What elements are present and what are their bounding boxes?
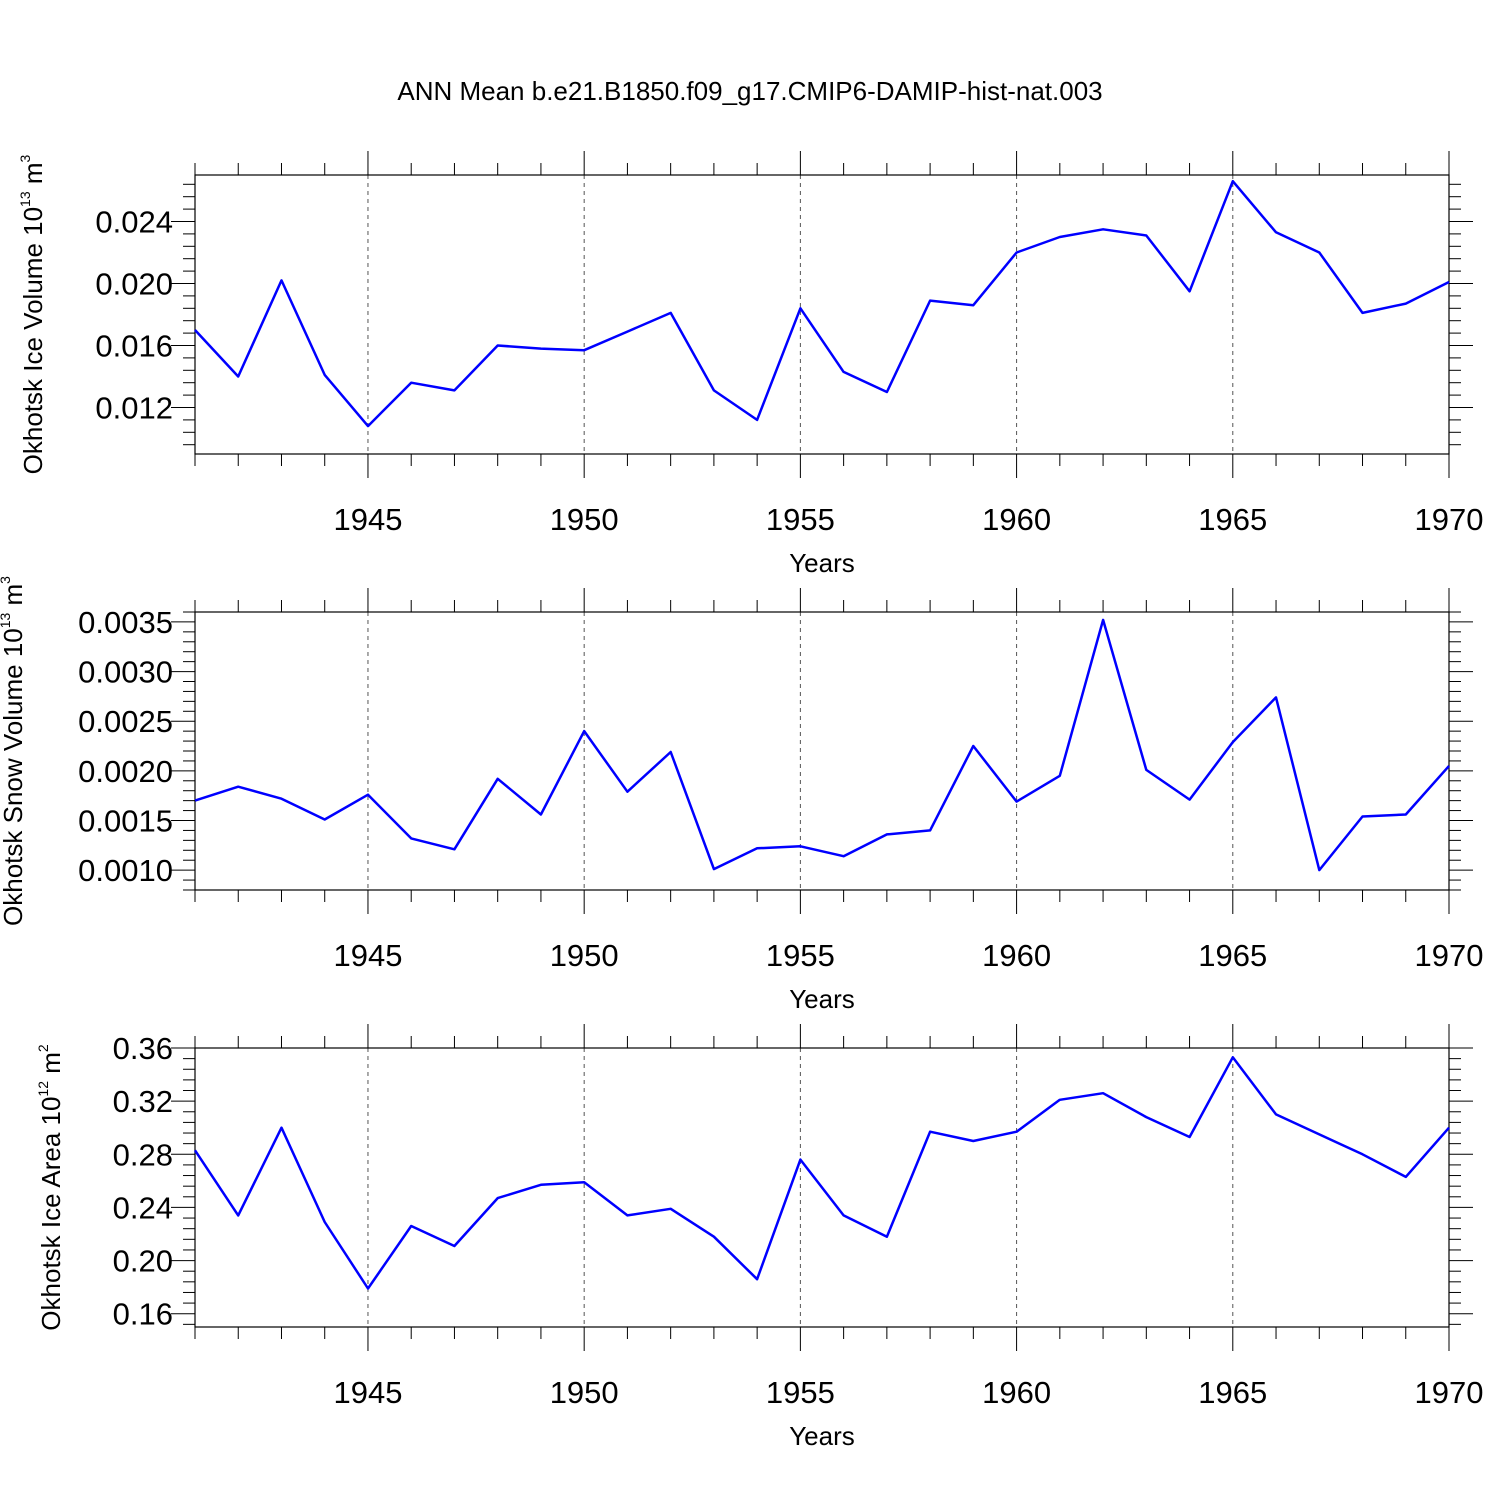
y-tick-label: 0.0035 [78,605,173,640]
y-tick-label: 0.0010 [78,853,173,888]
x-tick-label: 1955 [766,938,835,973]
y-axis-label: Okhotsk Snow Volume 1013 m3 [0,576,28,926]
plot-frame [194,611,1450,891]
y-tick-label: 0.28 [113,1137,173,1172]
x-tick-label: 1955 [766,1375,835,1410]
y-tick-label: 0.0020 [78,754,173,789]
x-tick-label: 1955 [766,502,835,537]
y-tick-label: 0.0025 [78,704,173,739]
plot-frame [194,1047,1450,1328]
x-tick-label: 1945 [333,1375,402,1410]
x-tick-label: 1950 [550,938,619,973]
y-tick-label: 0.36 [113,1031,173,1066]
x-axis-label: Years [789,548,855,578]
ice-area-panel: 1945 1950 1955 1960 1965 1970 Years 0.16 0.20 0.2… [35,1024,1483,1451]
series-line [194,179,1450,428]
x-tick-label: 1950 [550,502,619,537]
y-tick-label: 0.0030 [78,655,173,690]
y-tick-label: 0.012 [95,391,173,426]
y-tick-label: 0.20 [113,1244,173,1279]
x-tick-label: 1970 [1415,938,1484,973]
x-tick-label: 1970 [1415,1375,1484,1410]
y-axis-label: Okhotsk Ice Volume 1013 m3 [17,154,48,474]
x-tick-label: 1945 [333,938,402,973]
ice-volume-panel: 1945 1950 1955 1960 1965 1970 Years 0.012 0.016 0… [17,151,1483,578]
y-tick-label: 0.24 [113,1190,173,1225]
x-tick-label: 1965 [1198,1375,1267,1410]
x-tick-label: 1965 [1198,502,1267,537]
x-axis-label: Years [789,984,855,1014]
series-line [194,618,1450,872]
x-tick-label: 1970 [1415,502,1484,537]
x-axis-label: Years [789,1421,855,1451]
plot-frame [194,174,1450,455]
y-tick-label: 0.016 [95,329,173,364]
y-tick-label: 0.020 [95,267,173,302]
x-tick-label: 1960 [982,938,1051,973]
figure-title: ANN Mean b.e21.B1850.f09_g17.CMIP6-DAMIP… [397,76,1102,106]
y-tick-label: 0.0015 [78,804,173,839]
x-tick-label: 1965 [1198,938,1267,973]
y-tick-label: 0.16 [113,1297,173,1332]
series-line [193,1056,1450,1290]
snow-volume-panel: 1945 1950 1955 1960 1965 1970 Years 0.0010 0.001… [0,576,1483,1014]
y-tick-label: 0.024 [95,205,173,240]
y-axis-label: Okhotsk Ice Area 1012 m2 [35,1044,66,1331]
x-tick-label: 1960 [982,1375,1051,1410]
x-tick-label: 1945 [333,502,402,537]
x-tick-label: 1960 [982,502,1051,537]
x-tick-label: 1950 [550,1375,619,1410]
y-tick-label: 0.32 [113,1084,173,1119]
